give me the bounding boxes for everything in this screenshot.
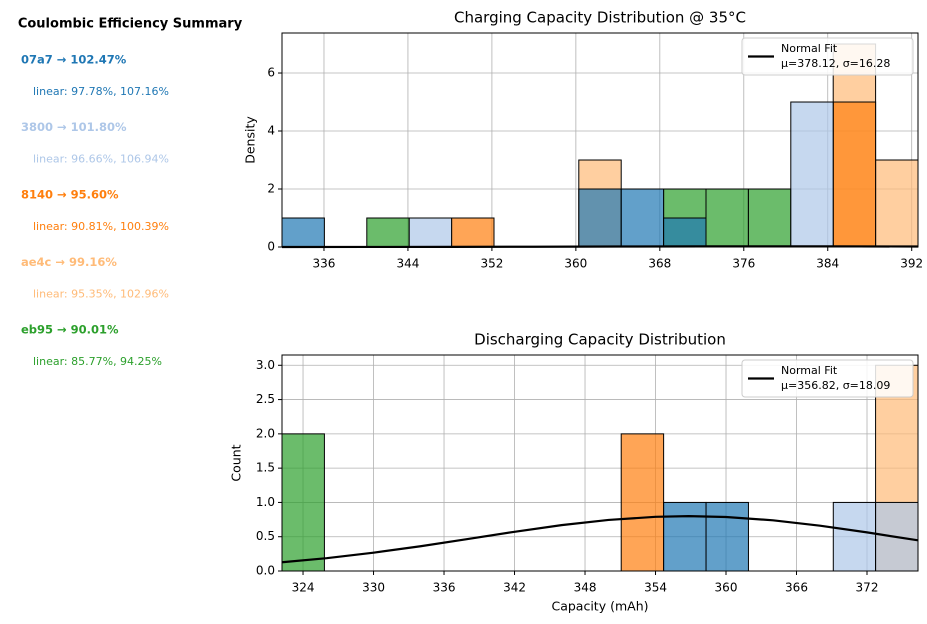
summary-headline: 8140 → 95.60% bbox=[21, 188, 119, 202]
histogram-bar bbox=[281, 433, 325, 572]
x-tick-label: 384 bbox=[816, 257, 839, 271]
histogram-bar bbox=[832, 101, 877, 248]
histogram-bar bbox=[705, 501, 749, 572]
histogram-bar bbox=[790, 101, 834, 248]
y-axis-label: Density bbox=[243, 116, 258, 164]
legend-box bbox=[741, 359, 914, 398]
summary-detail: linear: 97.78%, 107.16% bbox=[33, 85, 169, 98]
x-tick-label: 372 bbox=[856, 581, 879, 595]
legend-name: Normal Fit bbox=[781, 364, 838, 377]
x-tick-label: 360 bbox=[715, 581, 738, 595]
histogram-bar bbox=[620, 188, 665, 248]
histogram-bar bbox=[705, 188, 749, 248]
summary-detail: linear: 85.77%, 94.25% bbox=[33, 355, 162, 368]
y-tick-label: 2.0 bbox=[256, 426, 275, 440]
histogram-bar bbox=[663, 217, 707, 248]
chart-title: Discharging Capacity Distribution bbox=[474, 331, 726, 349]
axes-frame bbox=[281, 354, 919, 572]
x-tick-label: 348 bbox=[574, 581, 597, 595]
histogram-bar bbox=[366, 217, 410, 248]
x-tick-label: 376 bbox=[732, 257, 755, 271]
histogram-bar bbox=[408, 217, 453, 248]
x-tick-label: 342 bbox=[503, 581, 526, 595]
legend: Normal Fit μ=356.82, σ=18.09 bbox=[741, 359, 914, 398]
summary-detail: linear: 96.66%, 106.94% bbox=[33, 153, 169, 166]
histogram-bar bbox=[281, 217, 325, 248]
summary-detail: linear: 90.81%, 100.39% bbox=[33, 220, 169, 233]
x-axis-label: Capacity (mAh) bbox=[551, 599, 648, 614]
x-tick-label: 392 bbox=[900, 257, 923, 271]
y-tick-label: 1.5 bbox=[256, 461, 275, 475]
y-tick-label: 6 bbox=[267, 66, 275, 80]
x-tick-label: 336 bbox=[433, 581, 456, 595]
histogram-bar bbox=[451, 217, 495, 248]
x-tick-label: 360 bbox=[564, 257, 587, 271]
legend-name: Normal Fit bbox=[781, 42, 838, 55]
axes: 324 330 336 342 348 354 360 366 372 0.0 0.5 1.0 1.5 2… bbox=[229, 331, 919, 614]
histogram-bar bbox=[578, 188, 622, 248]
y-tick-label: 2.5 bbox=[256, 392, 275, 406]
axes-frame bbox=[281, 32, 919, 248]
legend-box bbox=[741, 37, 914, 76]
summary-headline: 07a7 → 102.47% bbox=[21, 53, 127, 67]
x-tick-label: 368 bbox=[648, 257, 671, 271]
x-tick-label: 366 bbox=[785, 581, 808, 595]
y-tick-label: 1.0 bbox=[256, 495, 275, 509]
y-tick-label: 4 bbox=[267, 124, 275, 138]
legend: Normal Fit μ=378.12, σ=16.28 bbox=[741, 37, 914, 76]
y-tick-label: 2 bbox=[267, 182, 275, 196]
histogram-bar bbox=[747, 188, 792, 248]
y-tick-label: 0 bbox=[267, 240, 275, 254]
legend-label: μ=356.82, σ=18.09 bbox=[781, 379, 890, 392]
histogram-bar bbox=[620, 433, 665, 572]
summary-headline: eb95 → 90.01% bbox=[21, 323, 119, 337]
x-tick-label: 324 bbox=[292, 581, 315, 595]
x-tick-label: 354 bbox=[644, 581, 667, 595]
x-tick-label: 330 bbox=[362, 581, 385, 595]
histogram-bar bbox=[663, 501, 707, 572]
summary-detail: linear: 95.35%, 102.96% bbox=[33, 288, 169, 301]
histogram-bar bbox=[832, 501, 877, 572]
x-tick-label: 344 bbox=[396, 257, 419, 271]
x-tick-label: 352 bbox=[480, 257, 503, 271]
fit-line bbox=[281, 515, 919, 564]
summary-headline: 3800 → 101.80% bbox=[21, 120, 127, 134]
summary-title: Coulombic Efficiency Summary bbox=[18, 17, 243, 32]
y-axis-label: Count bbox=[229, 444, 244, 481]
summary-headline: ae4c → 99.16% bbox=[21, 255, 117, 269]
chart-title: Charging Capacity Distribution @ 35°C bbox=[454, 9, 746, 27]
y-tick-label: 0.0 bbox=[256, 564, 275, 578]
legend-label: μ=378.12, σ=16.28 bbox=[781, 57, 890, 70]
x-tick-label: 336 bbox=[313, 257, 336, 271]
y-tick-label: 0.5 bbox=[256, 529, 275, 543]
histogram-bar bbox=[875, 159, 919, 248]
axes: 336 344 352 360 368 376 384 392 0 2 4 6 Charging Cap… bbox=[243, 9, 924, 271]
y-tick-label: 3.0 bbox=[256, 358, 275, 372]
